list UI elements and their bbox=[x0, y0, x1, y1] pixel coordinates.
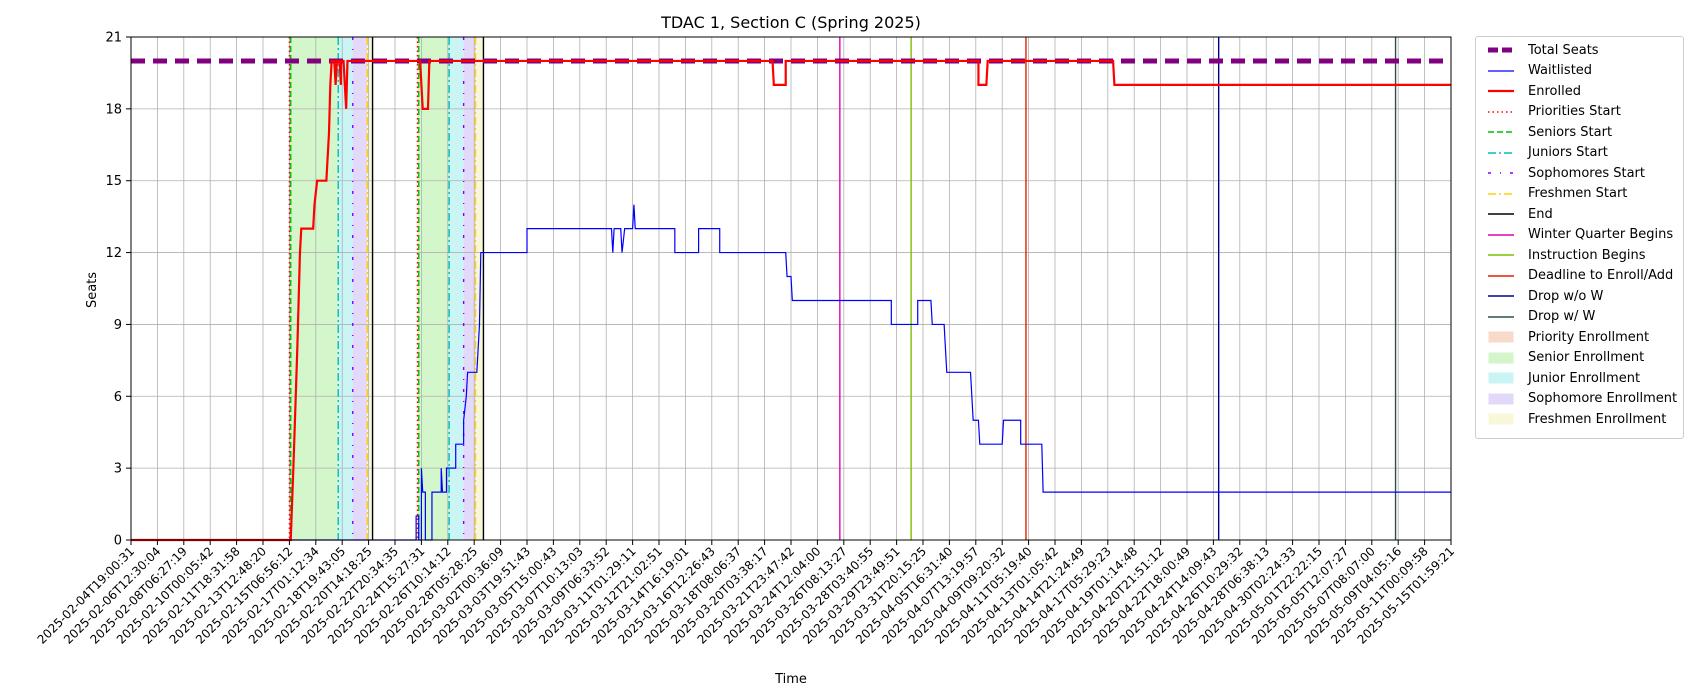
legend-item-deadline-to-enroll-add: Deadline to Enroll/Add bbox=[1476, 266, 1683, 287]
legend-swatch bbox=[1488, 316, 1514, 318]
shaded-period-junior-enrollment-2 bbox=[449, 37, 464, 540]
legend-label: Deadline to Enroll/Add bbox=[1528, 268, 1674, 284]
legend-label: Winter Quarter Begins bbox=[1528, 227, 1674, 243]
legend: Total Seats Waitlisted Enrolled Priorities … bbox=[1475, 36, 1684, 439]
legend-item-senior-enrollment: Senior Enrollment bbox=[1476, 348, 1683, 369]
legend-label: Total Seats bbox=[1528, 42, 1599, 58]
shaded-period-sophomore-enrollment-1 bbox=[352, 37, 368, 540]
legend-item-freshmen-start: Freshmen Start bbox=[1476, 184, 1683, 205]
legend-item-waitlisted: Waitlisted bbox=[1476, 61, 1683, 82]
legend-label: Junior Enrollment bbox=[1528, 370, 1641, 386]
legend-label: Drop w/ W bbox=[1528, 309, 1596, 325]
legend-label: Drop w/o W bbox=[1528, 288, 1604, 304]
y-tick-label: 0 bbox=[114, 534, 122, 549]
legend-label: Senior Enrollment bbox=[1528, 350, 1645, 366]
legend-patch bbox=[1488, 331, 1514, 343]
legend-swatch bbox=[1488, 90, 1514, 93]
legend-label: Seniors Start bbox=[1528, 124, 1613, 140]
shaded-period-priority-enrollment-1 bbox=[289, 37, 291, 540]
legend-swatch bbox=[1488, 275, 1514, 277]
shaded-period-senior-enrollment-2 bbox=[418, 37, 450, 540]
legend-item-end: End bbox=[1476, 204, 1683, 225]
legend-item-sophomores-start: Sophomores Start bbox=[1476, 163, 1683, 184]
legend-swatch bbox=[1488, 295, 1514, 297]
y-tick-label: 18 bbox=[105, 102, 122, 117]
x-axis-label: Time bbox=[774, 672, 807, 687]
legend-patch bbox=[1488, 393, 1514, 405]
legend-swatch bbox=[1488, 234, 1514, 236]
legend-label: Enrolled bbox=[1528, 83, 1581, 99]
legend-swatch bbox=[1488, 47, 1514, 53]
legend-swatch bbox=[1488, 152, 1514, 154]
legend-patch bbox=[1488, 372, 1514, 384]
legend-swatch bbox=[1488, 193, 1514, 195]
legend-label: Juniors Start bbox=[1528, 145, 1608, 161]
legend-item-total-seats: Total Seats bbox=[1476, 40, 1683, 61]
legend-swatch bbox=[1488, 372, 1514, 384]
legend-swatch bbox=[1488, 254, 1514, 256]
legend-item-juniors-start: Juniors Start bbox=[1476, 143, 1683, 164]
y-tick-label: 6 bbox=[114, 390, 122, 405]
chart-title: TDAC 1, Section C (Spring 2025) bbox=[660, 13, 921, 32]
legend-label: Waitlisted bbox=[1528, 63, 1593, 79]
legend-label: End bbox=[1528, 206, 1553, 222]
shaded-period-senior-enrollment-1 bbox=[290, 37, 339, 540]
legend-item-seniors-start: Seniors Start bbox=[1476, 122, 1683, 143]
legend-item-junior-enrollment: Junior Enrollment bbox=[1476, 368, 1683, 389]
legend-item-enrolled: Enrolled bbox=[1476, 81, 1683, 102]
legend-label: Instruction Begins bbox=[1528, 247, 1646, 263]
y-tick-label: 3 bbox=[114, 462, 122, 477]
legend-label: Freshmen Start bbox=[1528, 186, 1628, 202]
legend-label: Freshmen Enrollment bbox=[1528, 411, 1667, 427]
shaded-period-priority-enrollment-2 bbox=[417, 37, 419, 540]
legend-item-freshmen-enrollment: Freshmen Enrollment bbox=[1476, 409, 1683, 430]
legend-swatch bbox=[1488, 213, 1514, 215]
legend-swatch bbox=[1488, 131, 1514, 133]
legend-label: Sophomore Enrollment bbox=[1528, 391, 1678, 407]
series-waitlisted bbox=[131, 204, 1451, 541]
legend-label: Priority Enrollment bbox=[1528, 329, 1650, 345]
y-axis-label: Seats bbox=[85, 272, 100, 308]
legend-label: Sophomores Start bbox=[1528, 165, 1645, 181]
legend-item-winter-quarter-begins: Winter Quarter Begins bbox=[1476, 225, 1683, 246]
shaded-period-sophomore-enrollment-2 bbox=[463, 37, 476, 540]
legend-item-drop-w-w: Drop w/ W bbox=[1476, 307, 1683, 328]
y-tick-label: 9 bbox=[114, 318, 122, 333]
legend-swatch bbox=[1488, 172, 1514, 174]
legend-item-priority-enrollment: Priority Enrollment bbox=[1476, 327, 1683, 348]
y-tick-label: 21 bbox=[105, 31, 122, 46]
legend-item-instruction-begins: Instruction Begins bbox=[1476, 245, 1683, 266]
y-tick-label: 15 bbox=[105, 174, 122, 189]
legend-item-priorities-start: Priorities Start bbox=[1476, 102, 1683, 123]
legend-swatch bbox=[1488, 331, 1514, 343]
legend-item-drop-w-o-w: Drop w/o W bbox=[1476, 286, 1683, 307]
legend-swatch bbox=[1488, 352, 1514, 364]
legend-swatch bbox=[1488, 70, 1514, 72]
legend-label: Priorities Start bbox=[1528, 104, 1621, 120]
shaded-period-freshmen-enrollment-2 bbox=[475, 37, 484, 540]
plot-area: 0369121518212025-02-04T19:00:312025-02-0… bbox=[35, 31, 1458, 647]
legend-patch bbox=[1488, 352, 1514, 364]
legend-item-sophomore-enrollment: Sophomore Enrollment bbox=[1476, 389, 1683, 410]
shaded-period-junior-enrollment-1 bbox=[338, 37, 353, 540]
y-tick-label: 12 bbox=[105, 246, 122, 261]
legend-swatch bbox=[1488, 393, 1514, 405]
legend-patch bbox=[1488, 413, 1514, 425]
shaded-period-freshmen-enrollment-1 bbox=[367, 37, 373, 540]
legend-swatch bbox=[1488, 111, 1514, 113]
series-enrolled bbox=[131, 59, 1451, 542]
legend-swatch bbox=[1488, 413, 1514, 425]
